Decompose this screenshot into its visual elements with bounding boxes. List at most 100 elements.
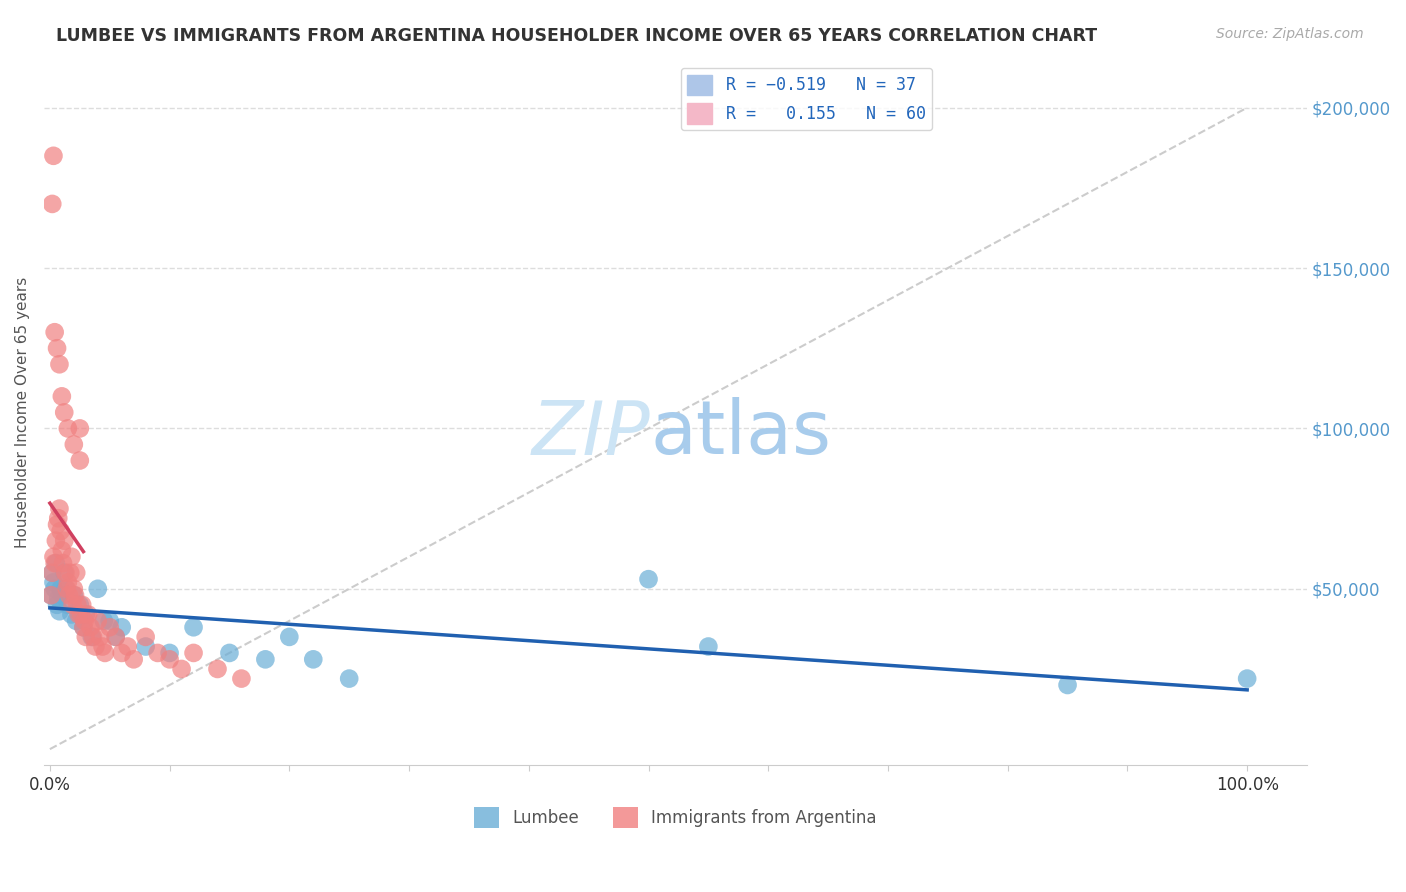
Point — [56, 575, 79, 590]
Point — [87, 614, 110, 628]
Point — [56, 598, 79, 612]
Point — [91, 640, 114, 654]
Point — [117, 640, 139, 654]
Point — [46, 511, 69, 525]
Point — [70, 598, 93, 612]
Point — [111, 620, 134, 634]
Point — [46, 517, 69, 532]
Point — [69, 598, 91, 612]
Point — [51, 588, 73, 602]
Point — [278, 630, 301, 644]
Point — [63, 437, 86, 451]
Point — [42, 549, 65, 564]
Point — [75, 630, 97, 644]
Point — [49, 524, 72, 538]
Point — [66, 598, 89, 612]
Point — [65, 566, 87, 580]
Point — [183, 620, 205, 634]
Point — [39, 588, 62, 602]
Y-axis label: Householder Income Over 65 years: Householder Income Over 65 years — [15, 277, 30, 548]
Point — [44, 325, 66, 339]
Legend: Lumbee, Immigrants from Argentina: Lumbee, Immigrants from Argentina — [468, 801, 883, 834]
Point — [42, 149, 65, 163]
Point — [637, 572, 659, 586]
Point — [44, 556, 66, 570]
Point — [159, 646, 181, 660]
Point — [69, 453, 91, 467]
Text: Source: ZipAtlas.com: Source: ZipAtlas.com — [1216, 27, 1364, 41]
Point — [72, 620, 94, 634]
Point — [73, 614, 96, 628]
Point — [55, 566, 77, 580]
Point — [302, 652, 325, 666]
Point — [45, 533, 67, 548]
Point — [52, 556, 75, 570]
Point — [45, 556, 67, 570]
Point — [41, 566, 63, 580]
Point — [49, 582, 72, 596]
Point — [80, 630, 103, 644]
Point — [1236, 672, 1258, 686]
Point — [135, 630, 157, 644]
Point — [53, 566, 76, 580]
Point — [44, 582, 66, 596]
Point — [69, 421, 91, 435]
Point — [51, 389, 73, 403]
Point — [63, 588, 86, 602]
Point — [337, 672, 360, 686]
Point — [53, 405, 76, 419]
Point — [51, 543, 73, 558]
Point — [46, 341, 69, 355]
Point — [1056, 678, 1078, 692]
Point — [41, 197, 63, 211]
Point — [59, 566, 82, 580]
Point — [84, 640, 107, 654]
Point — [46, 598, 69, 612]
Text: atlas: atlas — [650, 397, 831, 470]
Point — [183, 646, 205, 660]
Point — [53, 533, 76, 548]
Point — [65, 614, 87, 628]
Text: ZIP: ZIP — [531, 398, 650, 469]
Point — [48, 604, 70, 618]
Point — [98, 614, 121, 628]
Point — [79, 620, 101, 634]
Point — [111, 646, 134, 660]
Point — [63, 582, 86, 596]
Point — [41, 566, 63, 580]
Point — [94, 646, 117, 660]
Point — [89, 630, 111, 644]
Point — [82, 630, 104, 644]
Point — [63, 588, 86, 602]
Text: LUMBEE VS IMMIGRANTS FROM ARGENTINA HOUSEHOLDER INCOME OVER 65 YEARS CORRELATION: LUMBEE VS IMMIGRANTS FROM ARGENTINA HOUS… — [56, 27, 1097, 45]
Point — [254, 652, 277, 666]
Point — [87, 582, 110, 596]
Point — [93, 614, 115, 628]
Point — [60, 549, 83, 564]
Point — [39, 588, 62, 602]
Point — [98, 620, 121, 634]
Point — [170, 662, 193, 676]
Point — [62, 598, 84, 612]
Point — [70, 607, 93, 622]
Point — [218, 646, 240, 660]
Point — [48, 357, 70, 371]
Point — [104, 630, 127, 644]
Point — [231, 672, 253, 686]
Point — [75, 607, 97, 622]
Point — [55, 582, 77, 596]
Point — [104, 630, 127, 644]
Point — [46, 591, 69, 606]
Point — [48, 501, 70, 516]
Point — [122, 652, 145, 666]
Point — [67, 607, 90, 622]
Point — [146, 646, 169, 660]
Point — [58, 588, 80, 602]
Point — [159, 652, 181, 666]
Point — [60, 607, 83, 622]
Point — [56, 421, 79, 435]
Point — [135, 640, 157, 654]
Point — [42, 575, 65, 590]
Point — [77, 607, 100, 622]
Point — [207, 662, 229, 676]
